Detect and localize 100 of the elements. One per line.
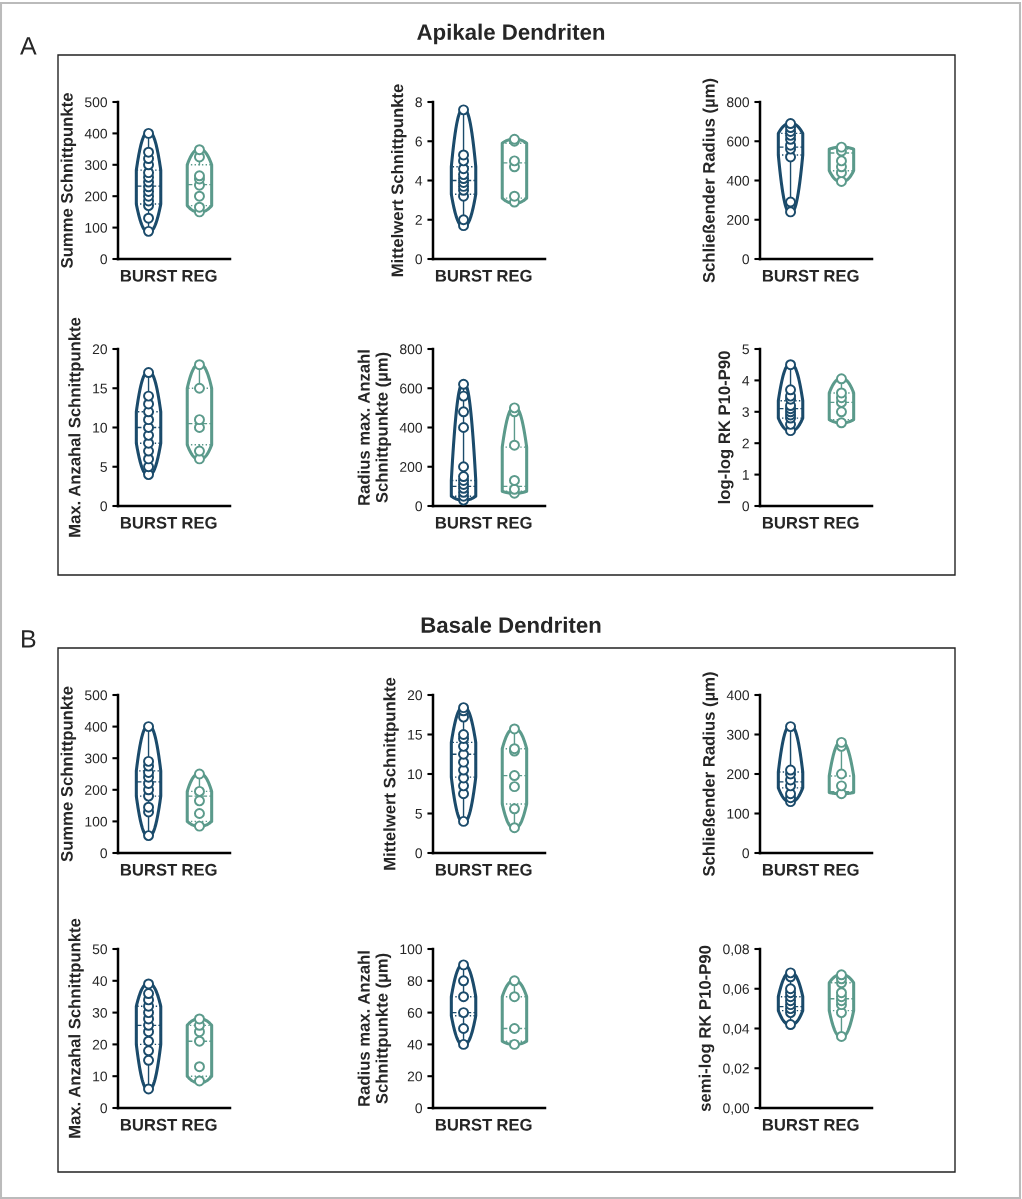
x-tick-label: BURST <box>435 269 493 282</box>
y-tick-label: 400 <box>726 175 750 186</box>
y-tick-label: 200 <box>727 215 750 225</box>
y-axis-title: Max. Anzahal Schnittpunkte <box>68 317 84 537</box>
text: A <box>20 37 37 55</box>
y-tick-label: 0,00 <box>723 1103 750 1115</box>
y-axis-title: Schließender Radius (µm) <box>702 672 719 877</box>
text: B <box>22 630 36 648</box>
x-tick-label: BURST <box>435 1118 493 1131</box>
y-tick-label: 200 <box>85 785 108 795</box>
y-tick-label: 600 <box>400 383 423 394</box>
y-axis-title: log-log RK P10-P90 <box>717 351 734 504</box>
y-tick-label: 30 <box>92 1007 108 1018</box>
y-tick-label: 5 <box>100 462 107 472</box>
x-tick-label: BURST <box>435 863 493 876</box>
y-axis-title: Radius max. Anzahl Schnittpunkte (µm) <box>357 951 392 1106</box>
y-tick-label: 800 <box>727 97 750 108</box>
y-tick-label: 100 <box>85 222 108 233</box>
y-tick-label: 100 <box>400 944 423 955</box>
y-axis-title: Summe Schnittpunkte <box>60 93 77 268</box>
y-axis-title: Mittelwert Schnittpunkte <box>383 677 399 870</box>
y-tick-label: 4 <box>742 375 750 386</box>
y-tick-label: 500 <box>84 690 108 701</box>
x-tick-label: BURST <box>762 269 820 282</box>
x-tick-label: BURST <box>120 516 178 529</box>
y-tick-label: 10 <box>93 1071 108 1082</box>
y-tick-label: 0 <box>100 848 108 859</box>
y-tick-label: 0,06 <box>723 984 749 996</box>
y-tick-label: 500 <box>84 97 108 108</box>
x-tick-label: BURST <box>120 1118 178 1131</box>
y-tick-label: 4 <box>415 175 423 186</box>
y-tick-label: 300 <box>726 729 750 740</box>
y-tick-label: 200 <box>400 462 423 472</box>
x-tick-label: REG <box>824 863 859 876</box>
y-tick-label: 0 <box>100 1103 108 1114</box>
y-tick-label: 200 <box>85 191 108 202</box>
y-axis-title: semi-log RK P10-P90 <box>698 945 715 1112</box>
x-tick-label: REG <box>824 516 859 529</box>
y-tick-label: 0 <box>415 254 423 265</box>
y-tick-label: 5 <box>742 344 749 355</box>
y-tick-label: 40 <box>407 1039 423 1050</box>
x-tick-label: BURST <box>120 863 178 876</box>
x-tick-label: BURST <box>762 863 820 876</box>
y-tick-label: 8 <box>415 97 422 108</box>
y-axis-title: Max. Anzahal Schnittpunkte <box>68 918 84 1138</box>
y-tick-label: 20 <box>92 1039 108 1050</box>
y-tick-label: 200 <box>727 769 750 780</box>
y-tick-label: 0 <box>100 501 108 512</box>
y-tick-label: 400 <box>84 721 108 732</box>
y-tick-label: 0 <box>742 254 750 265</box>
y-tick-label: 10 <box>93 422 108 433</box>
x-tick-label: REG <box>497 269 532 282</box>
y-tick-label: 0,08 <box>723 944 749 956</box>
y-tick-label: 300 <box>84 753 108 764</box>
x-tick-label: REG <box>497 516 532 529</box>
x-tick-label: BURST <box>435 516 493 529</box>
y-tick-label: 50 <box>92 944 108 955</box>
y-tick-label: 60 <box>407 1007 423 1018</box>
y-tick-label: 2 <box>742 438 749 449</box>
x-tick-label: REG <box>497 863 532 876</box>
y-axis-title: Radius max. Anzahl Schnittpunkte (µm) <box>357 350 392 505</box>
x-tick-label: REG <box>182 863 217 876</box>
y-tick-label: 6 <box>415 136 422 147</box>
y-tick-label: 100 <box>85 816 108 827</box>
y-tick-label: 80 <box>407 976 423 986</box>
y-tick-label: 3 <box>742 407 749 417</box>
y-tick-label: 40 <box>92 976 108 986</box>
y-tick-label: 400 <box>399 422 423 433</box>
y-tick-label: 15 <box>408 729 422 740</box>
y-tick-label: 20 <box>407 690 423 701</box>
y-tick-label: 20 <box>407 1071 423 1082</box>
x-tick-label: REG <box>824 269 859 282</box>
y-tick-label: 600 <box>727 136 750 147</box>
y-tick-label: 0 <box>742 848 750 859</box>
y-tick-label: 100 <box>727 808 750 819</box>
chart-title: Apikale Dendriten <box>417 23 605 45</box>
y-tick-label: 10 <box>408 769 423 780</box>
y-tick-label: 400 <box>726 690 750 701</box>
y-tick-label: 5 <box>415 808 422 819</box>
y-tick-label: 0 <box>742 501 750 512</box>
x-tick-label: REG <box>182 516 217 529</box>
y-tick-label: 20 <box>92 344 108 355</box>
y-axis-title: Summe Schnittpunkte <box>60 686 77 862</box>
y-tick-label: 2 <box>415 215 422 225</box>
x-tick-label: REG <box>182 269 217 282</box>
y-tick-label: 0 <box>415 501 423 512</box>
chart-title: Basale Dendriten <box>421 616 601 633</box>
y-tick-label: 0 <box>415 848 423 859</box>
y-tick-label: 0,02 <box>723 1063 749 1076</box>
x-tick-label: BURST <box>762 1118 820 1131</box>
x-tick-label: REG <box>182 1118 217 1131</box>
y-tick-label: 1 <box>742 470 749 480</box>
y-tick-label: 0 <box>100 254 108 265</box>
y-axis-title: Schließender Radius (µm) <box>702 78 719 283</box>
y-tick-label: 400 <box>84 128 108 139</box>
y-tick-label: 0,04 <box>723 1023 750 1036</box>
x-tick-label: REG <box>497 1118 532 1131</box>
y-tick-label: 15 <box>93 383 107 394</box>
y-tick-label: 800 <box>400 344 423 355</box>
y-tick-label: 0 <box>415 1103 423 1114</box>
